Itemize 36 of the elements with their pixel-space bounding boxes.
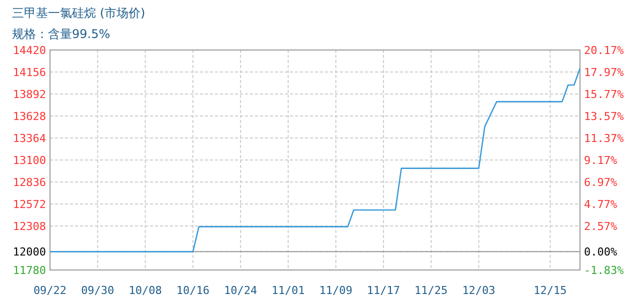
chart-subtitle: 规格：含量99.5%	[12, 27, 110, 41]
x-tick-label: 11/25	[414, 284, 448, 297]
y2-tick-label: 11.37%	[584, 132, 624, 145]
y-tick-label: 13364	[12, 132, 46, 145]
y-tick-label: 14420	[12, 44, 46, 57]
y2-tick-label: 9.17%	[584, 154, 618, 167]
y2-tick-label: 17.97%	[584, 66, 624, 79]
x-tick-label: 11/17	[366, 284, 400, 297]
y-tick-label: 13100	[12, 154, 46, 167]
y2-tick-label: 20.17%	[584, 44, 624, 57]
y2-tick-label: 15.77%	[584, 88, 624, 101]
y-tick-label: 12000	[12, 246, 46, 259]
x-tick-label: 09/30	[81, 284, 114, 297]
y-tick-label: 14156	[12, 66, 46, 79]
x-tick-label: 12/03	[462, 284, 496, 297]
y-tick-label: 13628	[12, 110, 46, 123]
y2-tick-label: 6.97%	[584, 176, 618, 189]
x-tick-label: 11/01	[272, 284, 305, 297]
x-tick-label: 09/22	[33, 284, 67, 297]
y-tick-label: 12572	[12, 198, 46, 211]
y-tick-label: 12836	[12, 176, 46, 189]
x-tick-label: 10/16	[176, 284, 210, 297]
chart-title: 三甲基一氯硅烷 (市场价)	[12, 6, 146, 20]
x-tick-label: 10/24	[224, 284, 258, 297]
y-tick-label: 11780	[12, 264, 46, 277]
y2-tick-label: -1.83%	[584, 264, 624, 277]
y2-tick-label: 0.00%	[584, 246, 618, 259]
x-tick-label: 11/09	[319, 284, 352, 297]
y-tick-label: 12308	[12, 220, 46, 233]
y-tick-label: 13892	[12, 88, 46, 101]
y2-tick-label: 4.77%	[584, 198, 618, 211]
y2-tick-label: 13.57%	[584, 110, 624, 123]
x-tick-label: 12/15	[534, 284, 567, 297]
line-series	[49, 68, 581, 252]
y2-tick-label: 2.57%	[584, 220, 618, 233]
x-tick-label: 10/08	[128, 284, 162, 297]
